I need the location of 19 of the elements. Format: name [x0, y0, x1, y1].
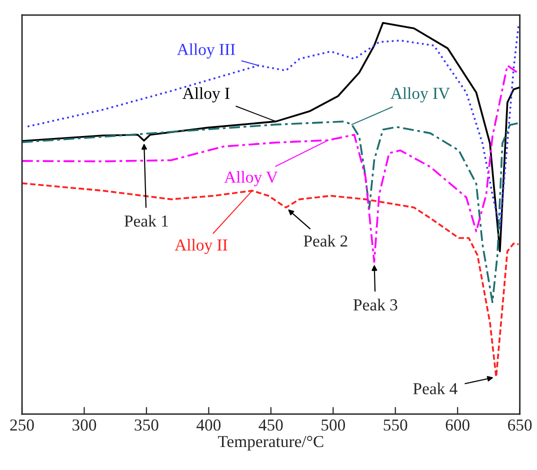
- x-tick-label: 300: [72, 419, 96, 431]
- x-tick-label: 550: [384, 419, 408, 431]
- annotation: Peak 4: [413, 382, 458, 394]
- x-tick-label: 600: [446, 419, 470, 431]
- x-axis-title: Temperature/°C: [218, 436, 324, 451]
- series-label: Alloy I: [182, 87, 230, 102]
- x-tick-label: 500: [322, 419, 346, 431]
- series-label: Alloy III: [176, 43, 236, 59]
- x-tick-label: 650: [508, 419, 532, 431]
- x-tick-label: 250: [10, 419, 34, 431]
- annotation: Peak 2: [304, 234, 348, 247]
- series-label: Alloy IV: [390, 87, 450, 102]
- text: Alloy II: [174, 238, 228, 254]
- annotation: Peak 3: [353, 298, 398, 311]
- annotation: Peak 1: [124, 214, 168, 227]
- x-tick-label: 450: [258, 419, 283, 431]
- x-tick-label: 350: [134, 419, 158, 431]
- series-label: Alloy V: [224, 171, 278, 186]
- x-tick-label: 400: [196, 419, 221, 431]
